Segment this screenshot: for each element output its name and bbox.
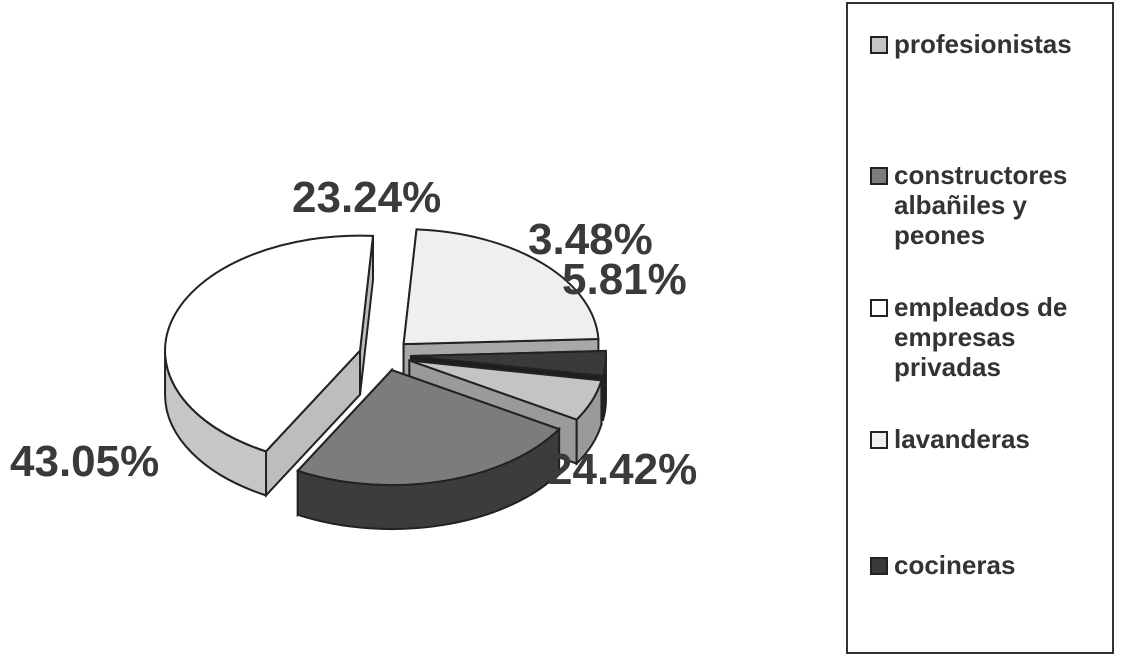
legend-label-profesionistas: profesionistas: [894, 29, 1072, 59]
pie-top-profesionistas: [409, 359, 603, 421]
legend-swatch-profesionistas: [870, 36, 888, 54]
legend-swatch-empleados: [870, 299, 888, 317]
data-label-cocineras: 3.48%: [528, 215, 653, 264]
legend-swatch-lavanderas: [870, 431, 888, 449]
legend-swatch-cocineras: [870, 557, 888, 575]
pie-slice-constructores: [295, 367, 561, 531]
legend-label-constructores: constructores albañiles y peones: [894, 160, 1068, 250]
legend-item-empleados: empleados de empresas privadas: [870, 292, 1110, 382]
legend-item-cocineras: cocineras: [870, 550, 1110, 580]
pie-chart: 5.81% 24.42% 43.05% 23.24% 3.48%: [10, 173, 698, 531]
legend-label-lavanderas: lavanderas: [894, 424, 1030, 454]
data-label-empleados: 43.05%: [10, 437, 160, 486]
legend: profesionistas constructores albañiles y…: [846, 2, 1114, 654]
legend-label-cocineras: cocineras: [894, 550, 1016, 580]
legend-item-profesionistas: profesionistas: [870, 29, 1110, 59]
pie-slice-empleados: [164, 234, 375, 498]
pie-top-empleados: [164, 234, 375, 453]
legend-swatch-constructores: [870, 167, 888, 185]
pie-top-cocineras: [410, 349, 607, 378]
pie-top-lavanderas: [402, 228, 600, 346]
data-label-lavanderas: 23.24%: [292, 173, 442, 222]
data-label-constructores: 24.42%: [548, 445, 698, 494]
pie-top-constructores: [295, 368, 561, 487]
legend-item-lavanderas: lavanderas: [870, 424, 1110, 454]
data-label-profesionistas: 5.81%: [562, 255, 687, 304]
legend-label-empleados: empleados de empresas privadas: [894, 292, 1068, 382]
pie-svg: [164, 228, 607, 531]
legend-item-constructores: constructores albañiles y peones: [870, 160, 1110, 250]
